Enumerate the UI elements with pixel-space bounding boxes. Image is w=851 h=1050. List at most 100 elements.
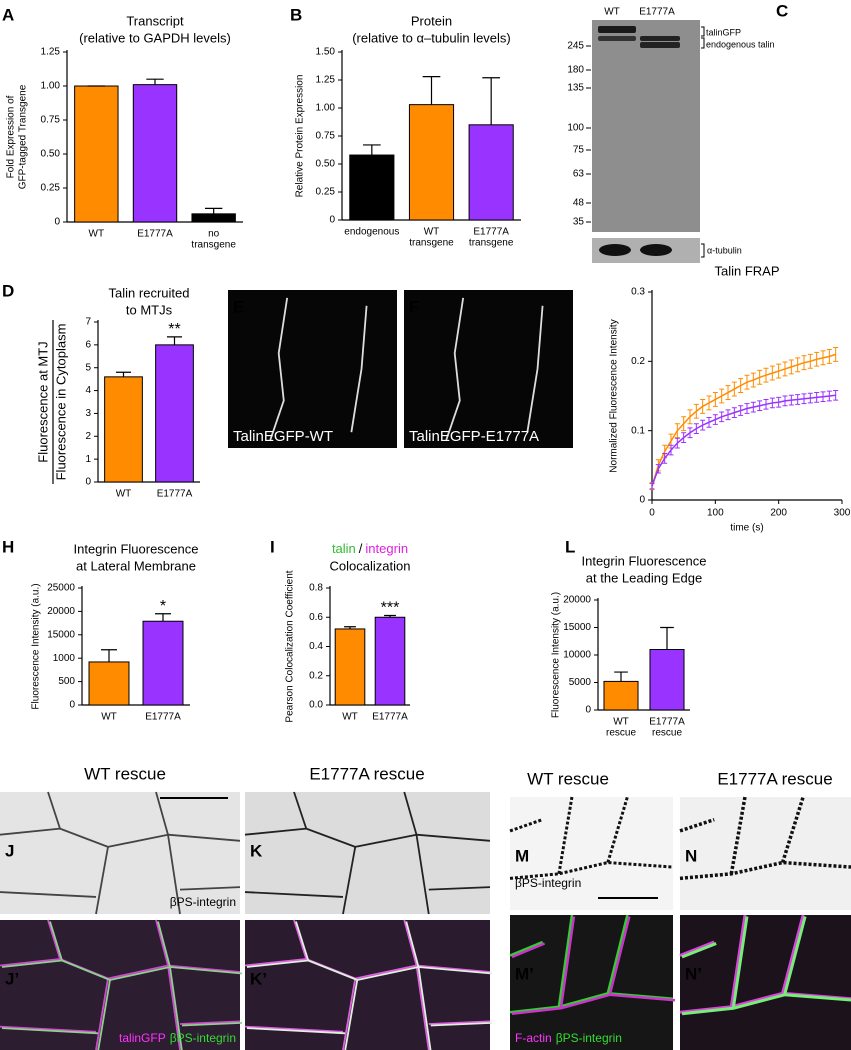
bar [191, 213, 236, 223]
error-bar [155, 613, 171, 622]
bar [155, 344, 194, 483]
structure [445, 297, 465, 441]
structure [167, 834, 181, 915]
error-bar [833, 346, 839, 362]
caption: βPS-integrin [515, 876, 581, 890]
structure [557, 914, 574, 1007]
bar [349, 154, 395, 221]
x-axis-label: time (s) [730, 523, 763, 534]
y-axis-label: Normalized Fluorescence Intensity [609, 319, 620, 472]
structure [244, 891, 344, 898]
chart-title: Talin recruited [109, 285, 190, 300]
structure [350, 305, 368, 433]
y-tick-label: 0.50 [41, 149, 61, 160]
blot-band [640, 244, 672, 256]
y-axis-label: Pearson Colocalization Coefficient [285, 570, 296, 722]
error-bar [660, 626, 674, 650]
y-tick-label: 0.3 [631, 287, 645, 298]
y-tick-label: 0.6 [309, 612, 323, 623]
y-tick-label: 1000 [53, 653, 76, 664]
chart-title: at the Leading Edge [586, 570, 702, 585]
y-tick-label: 0 [85, 477, 91, 488]
bar [334, 628, 366, 706]
blot-band [598, 36, 636, 41]
chart-title: at Lateral Membrane [76, 558, 196, 573]
bar [88, 661, 130, 706]
bracket [701, 26, 705, 258]
y-tick-label: 0.8 [309, 583, 323, 594]
y-tick-label: 15000 [47, 629, 75, 640]
caption: TalinEGFP-E1777A [409, 428, 539, 445]
lane-label: WT [604, 7, 620, 18]
structure [509, 940, 544, 957]
structure [344, 979, 359, 1050]
title-part: integrin [365, 541, 408, 556]
significance: * [160, 598, 166, 615]
panel-label: M [515, 846, 529, 865]
y-tick-label: 0 [639, 495, 645, 506]
y-tick-label: 0.75 [41, 115, 61, 126]
y-tick-label: 20000 [47, 606, 75, 617]
x-tick-label: WT [116, 489, 132, 500]
structure [47, 791, 61, 829]
caption-part: TalinEGFP-WT [233, 428, 333, 445]
y-tick-label: 5 [85, 362, 91, 373]
chart-title: Talin FRAP [714, 263, 779, 278]
chart-title: Integrin Fluorescence [73, 541, 198, 556]
y-tick-label: 7 [85, 317, 91, 328]
caption: TalinEGFP-WT [233, 428, 333, 445]
chart-title: (relative to GAPDH levels) [79, 30, 231, 45]
structure [430, 1022, 493, 1027]
x-tick-label: endogenous [344, 227, 399, 238]
x-tick-label: WT [613, 717, 629, 728]
structure [526, 305, 544, 433]
structure [608, 916, 631, 996]
structure [1, 1027, 99, 1035]
structure [729, 914, 747, 1008]
micrograph [245, 792, 490, 914]
error-bar [833, 389, 839, 401]
structure [167, 965, 181, 1050]
structure [97, 979, 111, 1050]
structure [155, 919, 169, 966]
panel-label: C [776, 1, 788, 20]
x-tick-label: rescue [652, 728, 682, 739]
chart-title: Transcript [126, 13, 184, 28]
y-tick-label: 500 [58, 676, 75, 687]
x-tick-label: WT [424, 227, 440, 238]
panel-heading: E1777A rescue [309, 764, 424, 783]
structure [415, 834, 430, 915]
structure [679, 817, 715, 833]
structure [606, 914, 629, 994]
x-tick-label: transgene [409, 238, 454, 249]
structure [405, 921, 420, 968]
structure [293, 919, 308, 960]
structure [269, 297, 289, 441]
error-bar [363, 144, 381, 156]
y-axis-label: Fold Expression of [6, 95, 17, 178]
x-tick-label: E1777A [649, 717, 685, 728]
significance: *** [381, 600, 400, 617]
structure [679, 940, 715, 957]
caption-part: βPS-integrin [170, 1031, 236, 1045]
y-tick-label: 0.4 [309, 641, 323, 652]
lane-label: E1777A [639, 7, 675, 18]
chart-title: (relative to α–tubulin levels) [352, 30, 511, 45]
chart-title: to MTJs [126, 302, 173, 317]
bar [104, 376, 143, 483]
x-tick-label: WT [89, 229, 105, 240]
panel-label: L [565, 537, 575, 556]
panel-label: K [250, 841, 263, 860]
micrograph [404, 290, 573, 448]
structure [0, 891, 97, 898]
structure [781, 914, 805, 994]
chart-title: Protein [411, 13, 452, 28]
panel-label: J’ [5, 969, 19, 988]
y-tick-label: 6 [85, 339, 91, 350]
y-tick-label: 1.25 [41, 47, 61, 58]
structure [509, 992, 674, 1014]
y-tick-label: 0.2 [309, 670, 323, 681]
structure [157, 921, 171, 968]
y-axis-label: Fluorescence Intensity (a.u.) [31, 583, 42, 709]
